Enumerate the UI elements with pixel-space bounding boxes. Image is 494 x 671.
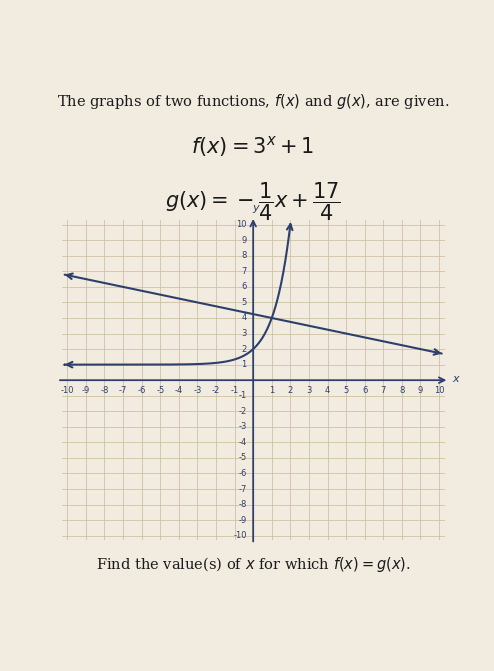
- Text: Find the value(s) of $x$ for which $f(x) = g(x)$.: Find the value(s) of $x$ for which $f(x)…: [96, 554, 411, 574]
- Text: The graphs of two functions, $f(x)$ and $g(x)$, are given.: The graphs of two functions, $f(x)$ and …: [57, 92, 450, 111]
- Text: 5: 5: [343, 386, 349, 395]
- Text: 6: 6: [241, 282, 247, 291]
- Text: -4: -4: [239, 438, 247, 447]
- Text: 2: 2: [242, 345, 247, 354]
- Text: $x$: $x$: [452, 374, 461, 384]
- Text: -1: -1: [231, 386, 239, 395]
- Text: 7: 7: [380, 386, 386, 395]
- Text: $f(x) = 3^x + 1$: $f(x) = 3^x + 1$: [192, 134, 315, 158]
- Text: -10: -10: [61, 386, 74, 395]
- Text: -6: -6: [137, 386, 146, 395]
- Text: -3: -3: [193, 386, 202, 395]
- Text: -7: -7: [238, 484, 247, 494]
- Text: $g(x) = -\dfrac{1}{4}x + \dfrac{17}{4}$: $g(x) = -\dfrac{1}{4}x + \dfrac{17}{4}$: [165, 181, 341, 223]
- Text: 10: 10: [236, 220, 247, 229]
- Text: 2: 2: [288, 386, 293, 395]
- Text: -2: -2: [212, 386, 220, 395]
- Text: 5: 5: [242, 298, 247, 307]
- Text: -9: -9: [239, 515, 247, 525]
- Text: -8: -8: [100, 386, 109, 395]
- Text: 7: 7: [241, 267, 247, 276]
- Text: -1: -1: [239, 391, 247, 400]
- Text: -7: -7: [119, 386, 127, 395]
- Text: -2: -2: [239, 407, 247, 416]
- Text: -5: -5: [156, 386, 165, 395]
- Text: 1: 1: [269, 386, 274, 395]
- Text: -4: -4: [175, 386, 183, 395]
- Text: -3: -3: [238, 422, 247, 431]
- Text: -10: -10: [233, 531, 247, 540]
- Text: 8: 8: [399, 386, 405, 395]
- Text: 4: 4: [242, 313, 247, 323]
- Text: 3: 3: [306, 386, 312, 395]
- Text: 3: 3: [241, 329, 247, 338]
- Text: 9: 9: [418, 386, 423, 395]
- Text: $y$: $y$: [252, 203, 261, 215]
- Text: -6: -6: [238, 469, 247, 478]
- Text: 10: 10: [434, 386, 444, 395]
- Text: -8: -8: [238, 500, 247, 509]
- Text: -5: -5: [239, 454, 247, 462]
- Text: 4: 4: [325, 386, 330, 395]
- Text: 9: 9: [242, 236, 247, 245]
- Text: -9: -9: [82, 386, 90, 395]
- Text: 1: 1: [242, 360, 247, 369]
- Text: 6: 6: [362, 386, 368, 395]
- Text: 8: 8: [241, 251, 247, 260]
